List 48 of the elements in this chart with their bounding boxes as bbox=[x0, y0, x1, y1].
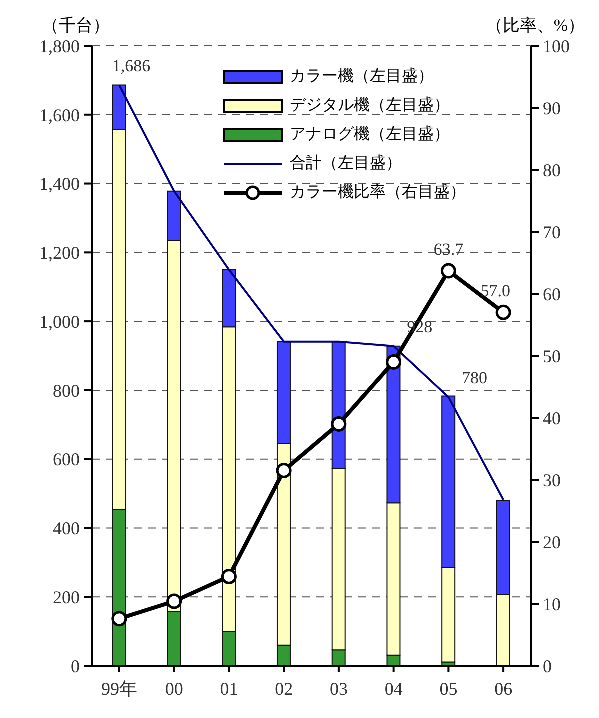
data-label: 1,686 bbox=[112, 56, 151, 76]
data-label: 63.7 bbox=[434, 240, 464, 260]
legend-label: アナログ機（左目盛） bbox=[290, 124, 450, 145]
x-tick-label: 00 bbox=[165, 678, 184, 699]
y2-tick-label: 60 bbox=[543, 284, 561, 304]
legend-label: カラー機比率（右目盛） bbox=[290, 182, 466, 203]
x-tick-label: 03 bbox=[330, 678, 348, 699]
y-axis-title: （千台） bbox=[42, 15, 110, 37]
data-label: 57.0 bbox=[480, 282, 510, 301]
point bbox=[276, 462, 292, 478]
point bbox=[386, 354, 402, 370]
y-tick-label: 200 bbox=[53, 588, 80, 608]
y2-tick-label: 50 bbox=[543, 346, 561, 366]
y2-tick-label: 20 bbox=[543, 532, 561, 552]
y-tick-label: 1,800 bbox=[40, 36, 80, 56]
x-tick-label: 04 bbox=[384, 678, 403, 699]
point bbox=[112, 611, 128, 627]
legend-label: カラー機（左目盛） bbox=[290, 66, 434, 87]
y2-axis-title: （比率、%） bbox=[486, 15, 585, 37]
point bbox=[440, 263, 456, 279]
y-tick-label: 0 bbox=[71, 656, 80, 676]
y2-tick-label: 0 bbox=[543, 656, 552, 676]
x-tick-label: 99年 bbox=[101, 678, 138, 699]
y-tick-label: 1,000 bbox=[40, 312, 80, 332]
x-tick-label: 06 bbox=[494, 678, 513, 699]
y-tick-label: 1,200 bbox=[40, 243, 80, 264]
y2-tick-label: 10 bbox=[543, 594, 561, 614]
legend-label: デジタル機（左目盛） bbox=[290, 96, 450, 116]
point bbox=[221, 568, 237, 584]
point bbox=[166, 594, 182, 610]
y2-tick-label: 40 bbox=[543, 408, 561, 428]
x-tick-label: 01 bbox=[220, 678, 238, 699]
data-label: 780 bbox=[462, 368, 488, 388]
y-tick-label: 1,400 bbox=[40, 174, 80, 194]
point bbox=[331, 416, 347, 432]
x-tick-label: 05 bbox=[440, 678, 458, 699]
y2-tick-label: 80 bbox=[543, 160, 561, 180]
y-tick-label: 1,600 bbox=[40, 105, 80, 126]
y2-tick-label: 90 bbox=[543, 98, 561, 118]
y-tick-label: 400 bbox=[53, 518, 80, 539]
y2-tick-label: 30 bbox=[543, 470, 561, 490]
x-tick-label: 02 bbox=[275, 678, 294, 699]
legend-label: 合計（左目盛） bbox=[290, 154, 402, 174]
y-tick-label: 800 bbox=[53, 380, 80, 401]
y2-tick-label: 70 bbox=[543, 222, 561, 242]
y2-tick-label: 100 bbox=[543, 36, 570, 56]
point bbox=[496, 304, 512, 320]
y-tick-label: 600 bbox=[53, 450, 80, 470]
